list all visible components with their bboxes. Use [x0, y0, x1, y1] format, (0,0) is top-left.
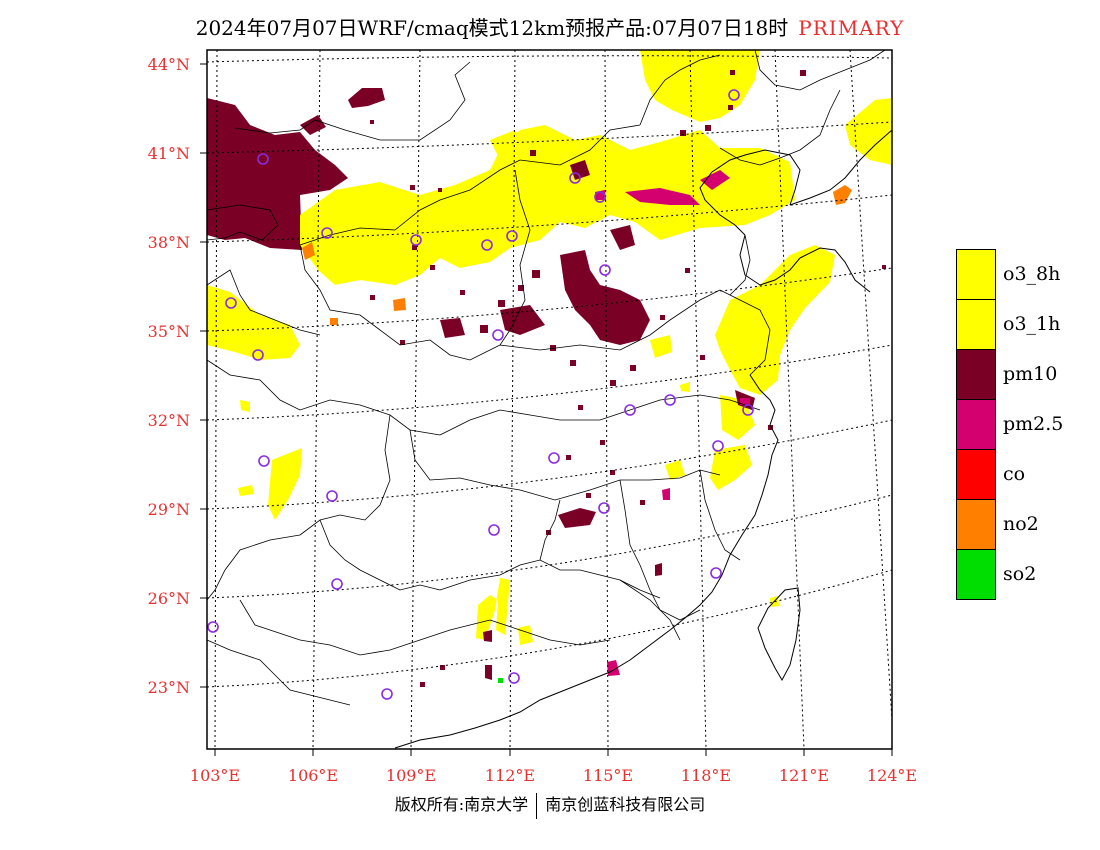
- so2-region-guangdong: [498, 678, 503, 683]
- lon-label-109: 109°E: [385, 766, 437, 785]
- lon-label-121: 121°E: [778, 766, 830, 785]
- pm25-region-jiangsu: [740, 398, 750, 405]
- o3-region-guangxi: [476, 578, 510, 640]
- o3-region-jiangxi: [665, 460, 685, 480]
- lat-label-41: 41°N: [147, 144, 190, 163]
- legend-swatch: [956, 449, 996, 500]
- title-tag: PRIMARY: [798, 16, 905, 40]
- pm10-region-beijing: [570, 160, 590, 180]
- taiwan-outline: [757, 587, 801, 682]
- legend-label: o3_1h: [1003, 313, 1061, 335]
- legend-swatch: [956, 249, 996, 300]
- lat-label-35: 35°N: [147, 322, 190, 341]
- lon-label-118: 118°E: [680, 766, 732, 785]
- legend-swatch: [956, 499, 996, 550]
- no2-region-lanzhou: [302, 242, 315, 260]
- legend-label: pm2.5: [1003, 413, 1064, 435]
- lon-label-106: 106°E: [287, 766, 339, 785]
- o3-region-guangxi2: [518, 625, 533, 645]
- legend-label: pm10: [1003, 363, 1058, 385]
- o3-region-north-china-belt: [300, 125, 795, 285]
- pm10-region-northwest: [207, 98, 348, 250]
- o3-region-east-coast: [715, 245, 835, 395]
- legend-label: no2: [1003, 513, 1039, 535]
- province-boundaries: [206, 49, 886, 706]
- lat-label-29: 29°N: [147, 500, 190, 519]
- copyright-footer: 版权所有:南京大学 南京创蓝科技有限公司: [0, 791, 1100, 819]
- legend-swatch: [956, 349, 996, 400]
- pm10-region-shaanxi: [440, 318, 465, 338]
- pm25-region-tianjin: [700, 170, 730, 190]
- o3-region-sichuan-spot: [238, 485, 254, 496]
- legend-swatch: [956, 299, 996, 350]
- copyright-company: 南京创蓝科技有限公司: [545, 795, 706, 814]
- lon-label-115: 115°E: [582, 766, 634, 785]
- title-main: 2024年07月07日WRF/cmaq模式12km预报产品:07月07日18时: [195, 16, 789, 40]
- graticule: [206, 49, 893, 750]
- pm25-region-jiangxi: [662, 488, 670, 500]
- plot-frame: [206, 49, 893, 750]
- legend-label: co: [1003, 463, 1026, 485]
- o3-region-sichuan-south: [268, 448, 302, 520]
- pm10-region-guangxi-south: [485, 665, 492, 680]
- pm10-scattered-pixels: [370, 70, 886, 687]
- o3-region-jiangsu-small: [650, 335, 672, 358]
- o3-region-liaoning-coast: [845, 98, 892, 165]
- pm10-region-hubei: [558, 508, 596, 528]
- o3-region-shandong-small: [680, 382, 690, 392]
- pm25-region-hebei-band: [625, 188, 700, 205]
- no2-region-shaanxi: [393, 298, 406, 311]
- lat-label-38: 38°N: [147, 233, 190, 252]
- station-markers: [207, 89, 754, 700]
- lon-label-103: 103°E: [189, 766, 241, 785]
- legend-swatch: [956, 549, 996, 600]
- o3-region-northeast: [640, 50, 760, 122]
- lon-label-124: 124°E: [866, 766, 918, 785]
- lon-label-112: 112°E: [484, 766, 536, 785]
- lat-label-32: 32°N: [147, 411, 190, 430]
- pm10-region-central-shanxi: [560, 250, 650, 345]
- no2-region-sichuan: [330, 318, 338, 325]
- map-title: 2024年07月07日WRF/cmaq模式12km预报产品:07月07日18时 P…: [0, 12, 1100, 41]
- o3-region-yunnan: [240, 400, 250, 412]
- o3-region-inner-mongolia: [490, 130, 525, 160]
- legend-swatch: [956, 399, 996, 450]
- footer-divider: [536, 792, 538, 819]
- pm10-region-guangxi: [483, 630, 492, 642]
- pm10-region-north: [348, 88, 385, 108]
- o3-region-zhejiang: [710, 445, 752, 490]
- coastline: [394, 129, 893, 749]
- lat-label-44: 44°N: [147, 55, 190, 74]
- pm10-region-hebei: [610, 225, 635, 250]
- pm10-region-jiangxi: [655, 563, 662, 576]
- o3-region-hebei-west: [244, 338, 255, 350]
- legend-label: o3_8h: [1003, 263, 1061, 285]
- no2-region-liaoning: [833, 185, 852, 205]
- axis-ticks: [200, 63, 893, 756]
- legend-label: so2: [1003, 563, 1037, 585]
- copyright-owner: 版权所有:南京大学: [394, 795, 529, 814]
- lat-label-26: 26°N: [147, 589, 190, 608]
- o3-region-west-plateau: [207, 285, 300, 360]
- lat-label-23: 23°N: [147, 678, 190, 697]
